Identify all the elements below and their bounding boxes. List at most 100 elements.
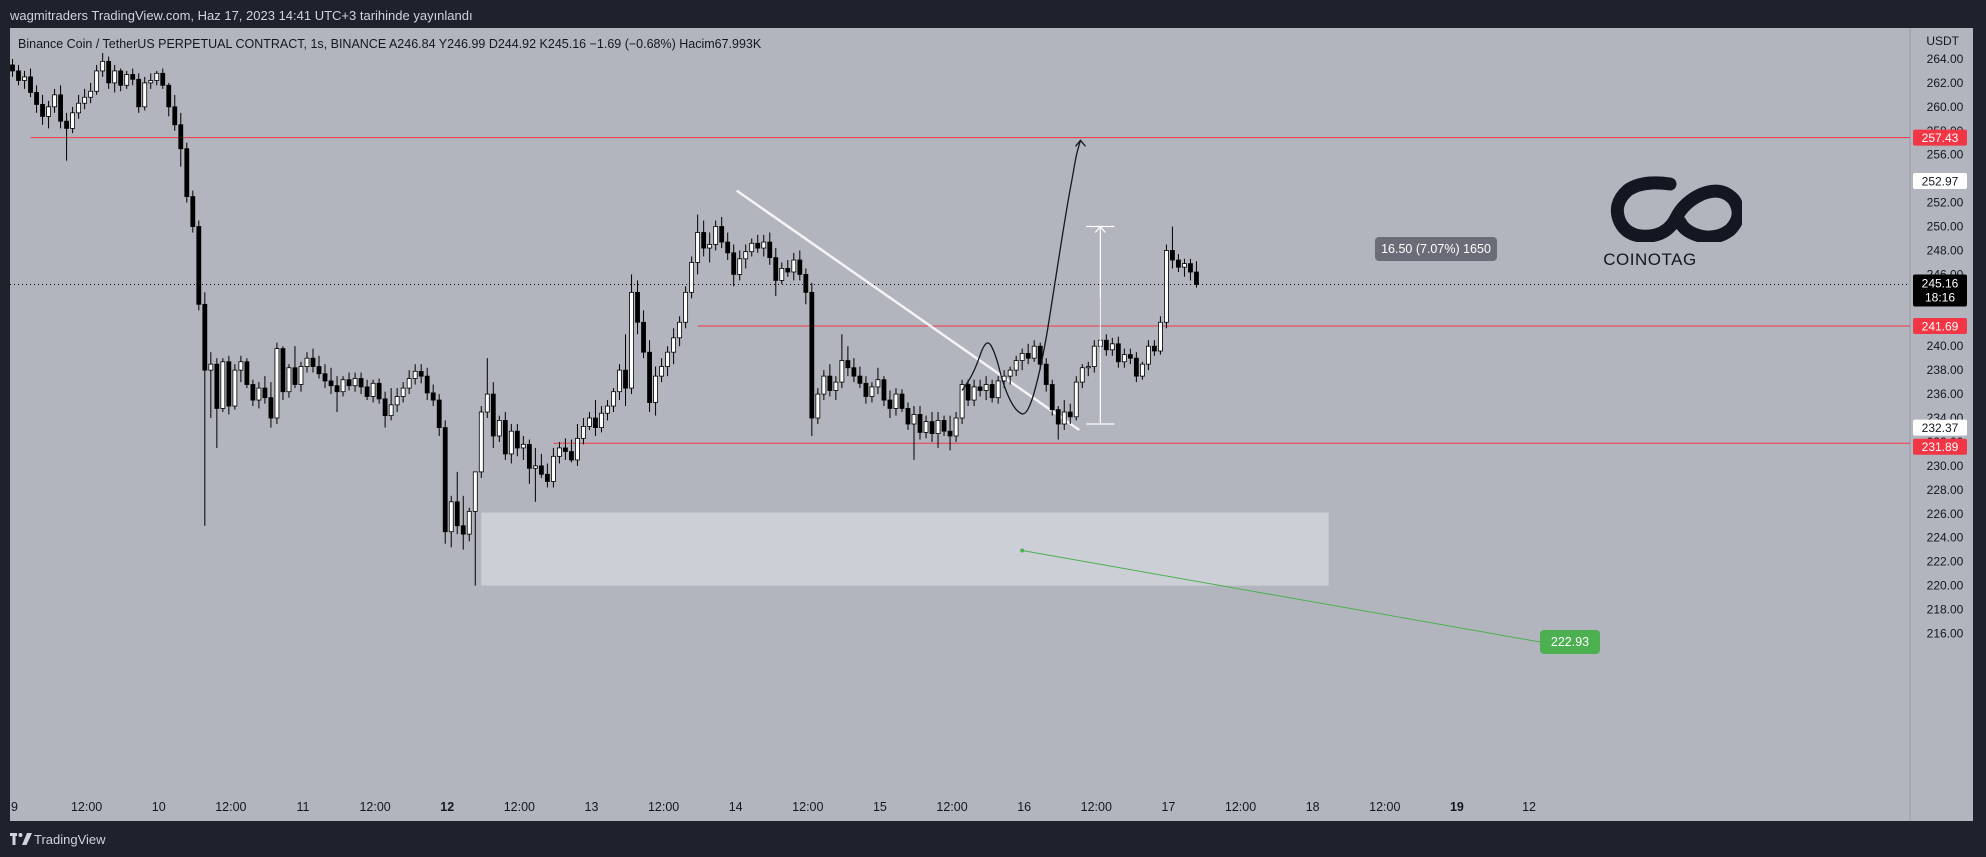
candle-body [881, 379, 887, 401]
candle-body [382, 398, 388, 417]
y-tick-label: 236.00 [1927, 387, 1964, 401]
candle-body [1013, 360, 1019, 371]
y-tick-label: 230.00 [1927, 459, 1964, 473]
publish-info: wagmitraders TradingView.com, Haz 17, 20… [10, 8, 473, 23]
candle-body [424, 375, 430, 394]
candle-body [923, 421, 929, 433]
y-tick-label: 226.00 [1927, 507, 1964, 521]
candle-body [130, 74, 136, 80]
candle-body [280, 348, 286, 393]
candle-body [1164, 250, 1169, 323]
y-tick-label: 262.00 [1927, 76, 1964, 90]
candle-body [52, 94, 57, 108]
candle-body [352, 378, 358, 387]
x-tick-label: 12:00 [215, 800, 246, 814]
candle-body [959, 384, 965, 419]
candle-body [623, 369, 628, 389]
price-tag-resistance-box [1913, 129, 1967, 146]
candle-body [1079, 367, 1085, 383]
chart-area[interactable]: 216.00 218.00 220.00 222.00 224.00 226.00 228.… [10, 28, 1973, 821]
candle-body [1133, 357, 1139, 377]
candle-body [581, 426, 586, 439]
candle-body [244, 361, 250, 385]
candle-body [544, 473, 550, 482]
header-bar: wagmitraders TradingView.com, Haz 17, 20… [0, 0, 1986, 28]
x-tick-label: 12:00 [71, 800, 102, 814]
candle-body [653, 375, 658, 403]
candle-body [94, 70, 100, 92]
candle-body [731, 252, 737, 275]
candle-body [755, 242, 761, 249]
x-tick-label: 12:00 [1081, 800, 1112, 814]
coinotag-logo-icon [1610, 176, 1742, 242]
price-tag-low-white-box [1913, 419, 1967, 436]
y-tick-label: 222.00 [1927, 555, 1964, 569]
candle-body [1139, 363, 1145, 377]
candle-body [1194, 271, 1199, 285]
candle-body [977, 386, 983, 391]
y-tick-label: 260.00 [1927, 100, 1964, 114]
x-tick-label: 12:00 [1369, 800, 1400, 814]
y-tick-label: 218.00 [1927, 603, 1964, 617]
candle-body [226, 361, 232, 407]
candle-body [142, 82, 148, 108]
candle-body [220, 361, 226, 409]
candle-body [1103, 339, 1109, 351]
candle-body [995, 380, 1001, 399]
candle-body [178, 124, 184, 150]
coinotag-watermark-text: COINOTAG [1603, 250, 1697, 269]
candle-body [737, 258, 743, 275]
candle-body [1085, 366, 1091, 369]
candle-body [364, 386, 370, 397]
candle-body [659, 366, 664, 377]
candle-body [310, 357, 316, 367]
x-tick-label: 12:00 [648, 800, 679, 814]
candle-body [569, 451, 574, 461]
y-tick-label: 240.00 [1927, 339, 1964, 353]
x-tick-label: 12:00 [504, 800, 535, 814]
y-tick-label: 256.00 [1927, 148, 1964, 162]
candlestick-chart[interactable]: 216.00 218.00 220.00 222.00 224.00 226.00 228.… [10, 28, 1973, 821]
price-tag-current: 245.16 [1922, 276, 1959, 290]
candle-body [863, 382, 869, 397]
x-tick-label: 17 [1161, 800, 1175, 814]
price-tag-resistance: 257.43 [1922, 131, 1959, 145]
footer-brand[interactable]: TradingView [34, 832, 106, 847]
candle-body [851, 367, 857, 377]
candle-body [1170, 250, 1175, 261]
candle-body [791, 259, 797, 273]
candle-body [112, 70, 118, 84]
price-tag-mid-box [1913, 317, 1967, 334]
candle-body [599, 412, 604, 428]
candle-body [953, 417, 959, 437]
candle-body [893, 393, 899, 409]
candle-body [1176, 259, 1181, 268]
projection-path [961, 140, 1082, 415]
candle-body [418, 370, 424, 377]
green-marker-dot [1020, 548, 1025, 553]
projection-arrow-head [1074, 139, 1086, 147]
candle-body [346, 379, 352, 387]
candle-body [983, 384, 989, 391]
candle-body [761, 241, 767, 249]
candle-body [238, 361, 244, 371]
candle-body [400, 387, 406, 397]
candle-body [701, 232, 707, 249]
y-tick-label: 238.00 [1927, 363, 1964, 377]
candle-body [1043, 363, 1049, 385]
candle-body [911, 414, 917, 425]
candle-body [1073, 381, 1079, 418]
candle-body [605, 405, 610, 414]
candle-body [1037, 345, 1043, 365]
candle-body [773, 257, 779, 281]
y-tick-label: 228.00 [1927, 483, 1964, 497]
x-tick-label: 13 [585, 800, 599, 814]
candle-body [797, 259, 803, 275]
candle-body [1025, 352, 1031, 359]
candle-body [154, 72, 160, 81]
x-tick-label: 12:00 [792, 800, 823, 814]
symbol-legend[interactable]: Binance Coin / TetherUS PERPETUAL CONTRA… [18, 37, 762, 51]
candle-body [70, 112, 75, 129]
candle-body [10, 64, 15, 72]
candle-body [617, 369, 622, 393]
